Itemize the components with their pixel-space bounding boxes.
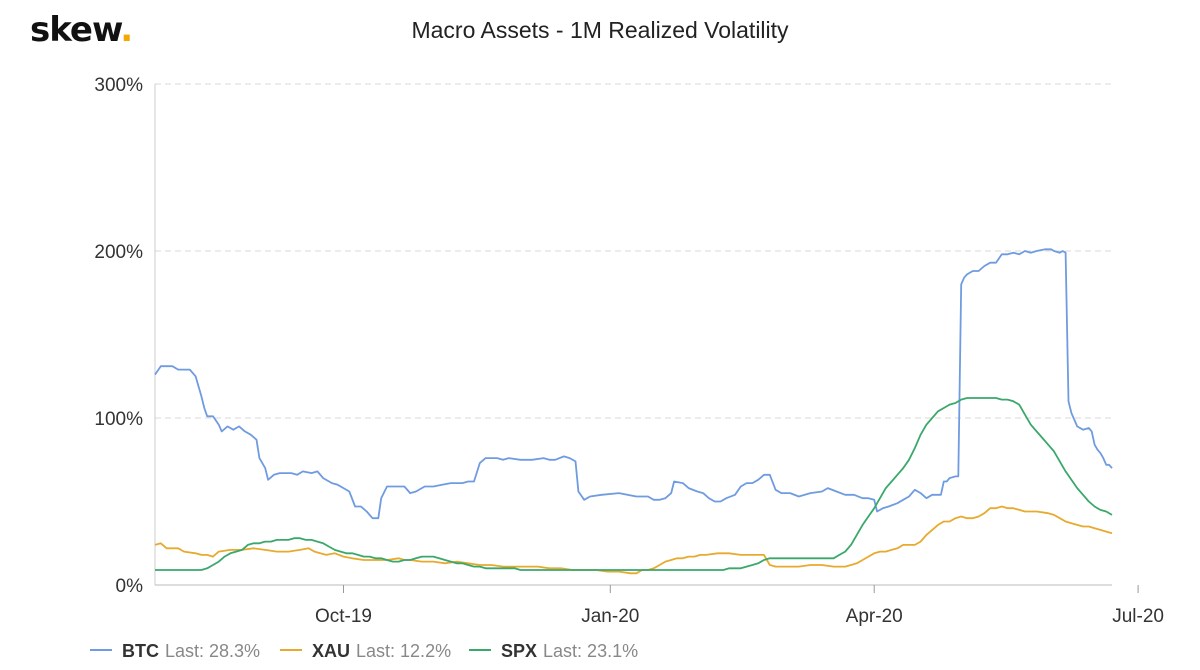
skew-logo: skew. xyxy=(30,8,133,52)
series-lines xyxy=(154,248,1113,575)
legend-item-btc[interactable]: BTC Last: 28.3% xyxy=(90,641,260,661)
grid-lines xyxy=(155,83,1112,419)
x-tick-label: Jul-20 xyxy=(1112,606,1164,627)
series-line-xau xyxy=(154,505,1113,575)
legend-item-spx[interactable]: SPX Last: 23.1% xyxy=(469,641,638,661)
legend[interactable]: BTC Last: 28.3% XAU Last: 12.2% SPX Last: 23.… xyxy=(90,641,638,661)
legend-series-name: BTC xyxy=(122,641,159,661)
chart-title: Macro Assets - 1M Realized Volatility xyxy=(411,17,789,43)
x-tick-label: Apr-20 xyxy=(846,606,903,627)
legend-last-value: Last: 28.3% xyxy=(165,641,260,661)
x-tick-label: Jan-20 xyxy=(581,606,639,627)
brand-dot: . xyxy=(120,10,133,50)
legend-item-xau[interactable]: XAU Last: 12.2% xyxy=(280,641,451,661)
y-tick-label: 0% xyxy=(116,576,144,597)
series-line-spx xyxy=(155,397,1113,571)
y-tick-label: 100% xyxy=(94,409,143,430)
y-tick-label: 300% xyxy=(94,75,143,96)
y-axis: 0% 100% 200% 300% xyxy=(94,75,143,597)
legend-series-name: XAU xyxy=(312,641,350,661)
legend-last-value: Last: 12.2% xyxy=(356,641,451,661)
legend-last-value: Last: 23.1% xyxy=(543,641,638,661)
y-tick-label: 200% xyxy=(94,242,143,263)
brand-name: skew xyxy=(30,10,121,50)
legend-series-name: SPX xyxy=(501,641,537,661)
series-line-btc xyxy=(154,248,1113,520)
x-tick-label: Oct-19 xyxy=(315,606,372,627)
x-axis: Oct-19 Jan-20 Apr-20 Jul-20 xyxy=(315,585,1164,627)
